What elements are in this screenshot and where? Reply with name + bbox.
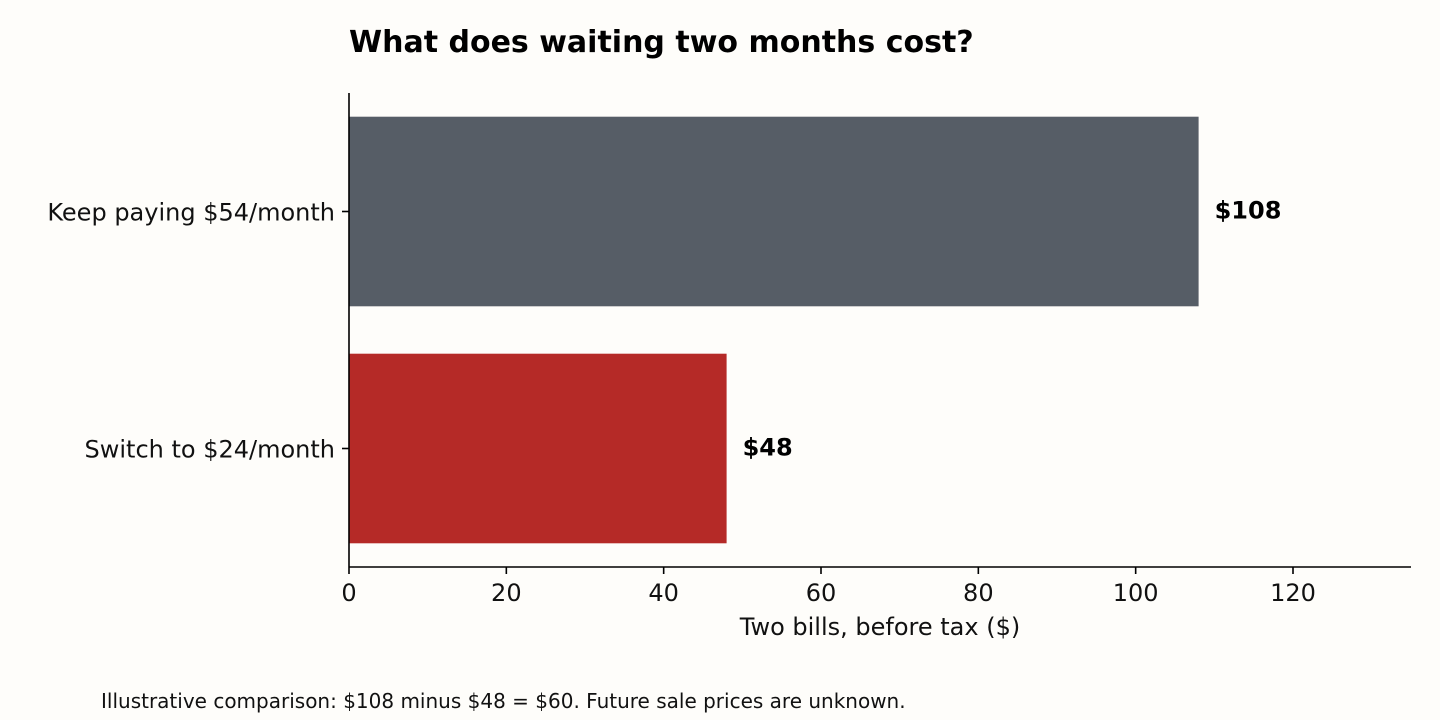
chart-title: What does waiting two months cost? [349,25,974,60]
category-label: Keep paying $54/month [47,199,335,227]
bar [349,353,727,544]
x-tick-label: 40 [648,579,679,607]
x-tick-label: 120 [1270,579,1316,607]
x-tick-label: 80 [963,579,994,607]
data-label: $48 [743,434,793,462]
footnote: Illustrative comparison: $108 minus $48 … [101,689,906,713]
x-tick-label: 100 [1113,579,1159,607]
x-tick-label: 20 [491,579,522,607]
category-label: Switch to $24/month [85,436,336,464]
bar [349,116,1199,307]
x-axis-label: Two bills, before tax ($) [739,613,1020,641]
x-tick-label: 0 [341,579,356,607]
plot-area: $108 Keep paying $54/month $48 Switch to $2… [47,116,1316,607]
x-tick-label: 60 [806,579,837,607]
data-label: $108 [1215,197,1282,225]
